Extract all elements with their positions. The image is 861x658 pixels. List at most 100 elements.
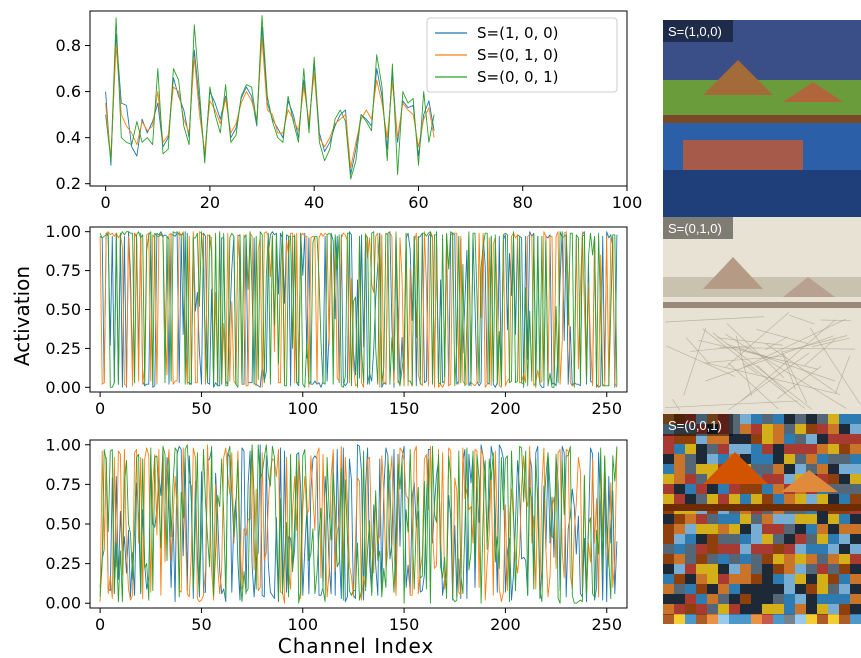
mosaic-tile — [839, 574, 850, 584]
mosaic-tile — [795, 454, 806, 464]
mosaic-tile — [850, 574, 861, 584]
mosaic-tile — [740, 534, 751, 544]
mosaic-tile — [795, 564, 806, 574]
mosaic-tile — [773, 454, 784, 464]
pier — [663, 115, 861, 123]
mosaic-tile — [817, 534, 828, 544]
mosaic-tile — [817, 514, 828, 524]
mosaic-tile — [839, 454, 850, 464]
mosaic-tile — [806, 424, 817, 434]
mosaic-tile — [773, 594, 784, 604]
x-tick-label: 250 — [591, 399, 622, 418]
thumbnail-1 — [663, 20, 861, 218]
mosaic-tile — [740, 414, 751, 424]
mosaic-tile — [696, 514, 707, 524]
mosaic-tile — [850, 564, 861, 574]
mosaic-tile — [850, 514, 861, 524]
mosaic-tile — [762, 484, 773, 494]
mosaic-tile — [685, 574, 696, 584]
mosaic-tile — [817, 614, 828, 624]
mosaic-tile — [773, 484, 784, 494]
thumbnail-label-2: S=(0,1,0) — [668, 221, 722, 236]
mosaic-tile — [718, 594, 729, 604]
mosaic-tile — [828, 444, 839, 454]
mosaic-tile — [740, 544, 751, 554]
mosaic-tile — [806, 524, 817, 534]
x-tick-label: 100 — [288, 399, 319, 418]
mosaic-tile — [707, 564, 718, 574]
mosaic-tile — [817, 564, 828, 574]
mosaic-tile — [773, 524, 784, 534]
mosaic-tile — [762, 424, 773, 434]
mosaic-tile — [850, 544, 861, 554]
mosaic-tile — [751, 544, 762, 554]
mosaic-tile — [784, 594, 795, 604]
x-tick-label: 60 — [408, 193, 428, 212]
mosaic-tile — [707, 494, 718, 504]
mosaic-tile — [751, 604, 762, 614]
mosaic-tile — [839, 464, 850, 474]
y-tick-label: 0.4 — [56, 128, 81, 147]
mosaic-tile — [828, 574, 839, 584]
mosaic-tile — [817, 494, 828, 504]
mosaic-tile — [751, 554, 762, 564]
mosaic-tile — [740, 574, 751, 584]
mosaic-tile — [773, 514, 784, 524]
mosaic-tile — [850, 474, 861, 484]
mosaic-tile — [795, 614, 806, 624]
mosaic-tile — [850, 604, 861, 614]
mosaic-tile — [839, 604, 850, 614]
mosaic-tile — [784, 424, 795, 434]
mosaic-tile — [839, 414, 850, 424]
mosaic-tile — [707, 524, 718, 534]
mosaic-tile — [663, 444, 674, 454]
mosaic-tile — [674, 524, 685, 534]
mosaic-tile — [806, 614, 817, 624]
mosaic-tile — [806, 604, 817, 614]
mosaic-tile — [806, 414, 817, 424]
x-tick-label: 100 — [288, 615, 319, 634]
mosaic-tile — [773, 564, 784, 574]
mosaic-tile — [828, 434, 839, 444]
mosaic-tile — [696, 584, 707, 594]
mosaic-tile — [795, 444, 806, 454]
mosaic-tile — [828, 464, 839, 474]
mosaic-tile — [773, 544, 784, 554]
x-tick-label: 0 — [95, 399, 105, 418]
mosaic-tile — [850, 534, 861, 544]
y-tick-label: 0.25 — [45, 554, 81, 573]
mosaic-tile — [828, 534, 839, 544]
mosaic-tile — [762, 554, 773, 564]
mosaic-tile — [839, 424, 850, 434]
mosaic-tile — [817, 464, 828, 474]
mosaic-tile — [696, 464, 707, 474]
mosaic-tile — [828, 564, 839, 574]
x-tick-label: 40 — [304, 193, 324, 212]
mosaic-tile — [784, 574, 795, 584]
mosaic-tile — [828, 554, 839, 564]
mosaic-tile — [674, 614, 685, 624]
mosaic-tile — [817, 414, 828, 424]
mosaic-tile — [685, 554, 696, 564]
mosaic-tile — [762, 524, 773, 534]
mosaic-tile — [685, 474, 696, 484]
mosaic-tile — [795, 544, 806, 554]
mosaic-tile — [839, 534, 850, 544]
mosaic-tile — [817, 604, 828, 614]
mosaic-tile — [828, 614, 839, 624]
mosaic-tile — [663, 514, 674, 524]
y-tick-label: 0.75 — [45, 475, 81, 494]
mosaic-tile — [762, 544, 773, 554]
y-axis-label: Activation — [10, 266, 34, 366]
mosaic-tile — [707, 544, 718, 554]
mosaic-tile — [740, 614, 751, 624]
mosaic-tile — [806, 584, 817, 594]
mosaic-tile — [795, 494, 806, 504]
mosaic-tile — [850, 464, 861, 474]
y-tick-label: 0.2 — [56, 174, 81, 193]
thumbnail-3 — [663, 414, 861, 624]
mosaic-tile — [784, 514, 795, 524]
mosaic-tile — [795, 434, 806, 444]
mosaic-tile — [707, 534, 718, 544]
